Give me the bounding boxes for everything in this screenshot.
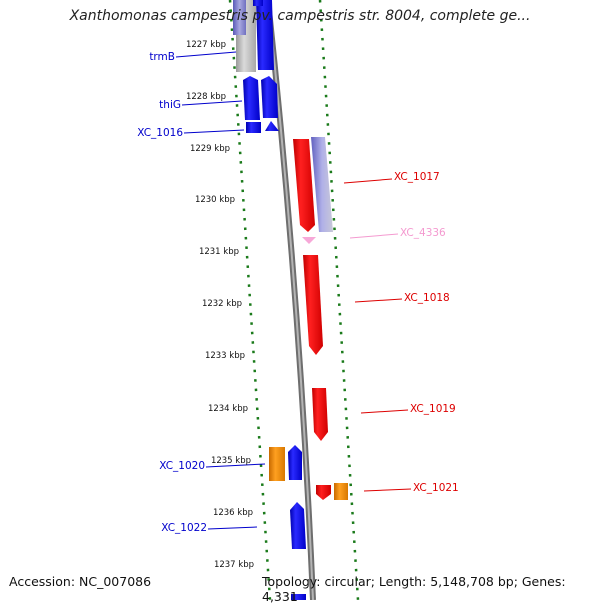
gene-XC_1022[interactable]	[290, 502, 306, 549]
gene-label-thiG[interactable]: thiG	[159, 99, 181, 111]
scale-label-1228: 1228 kbp	[186, 92, 226, 102]
gene-bottom-partial[interactable]	[291, 594, 306, 600]
gene-XC_1020[interactable]	[269, 447, 285, 481]
scale-labels: 1227 kbp 1228 kbp 1229 kbp 1230 kbp 1231…	[186, 40, 254, 570]
label-connectors	[175, 51, 412, 530]
genome-title: Xanthomonas campestris pv. campestris st…	[69, 8, 531, 24]
gene-label-XC_1017[interactable]: XC_1017	[394, 171, 440, 183]
gene-XC_1016-2[interactable]	[265, 121, 279, 131]
gene-XC_4336[interactable]	[302, 237, 316, 244]
gene-XC_1018[interactable]	[303, 255, 323, 355]
scale-label-1236: 1236 kbp	[213, 508, 253, 518]
gene-thiG-2[interactable]	[261, 76, 278, 118]
gene-label-XC_1016[interactable]: XC_1016	[137, 127, 183, 139]
gene-label-trmB[interactable]: trmB	[149, 51, 175, 63]
scale-label-1230: 1230 kbp	[195, 195, 235, 205]
gene-label-XC_1022[interactable]: XC_1022	[161, 522, 207, 534]
scale-label-1229: 1229 kbp	[190, 144, 230, 154]
scale-label-1232: 1232 kbp	[202, 299, 242, 309]
gene-features	[233, 0, 348, 600]
gene-label-XC_1020[interactable]: XC_1020	[159, 460, 205, 472]
accession-text: Accession: NC_007086	[9, 574, 152, 589]
gene-thiG[interactable]	[243, 76, 260, 120]
scale-label-1235: 1235 kbp	[211, 456, 251, 466]
gene-XC_1019[interactable]	[312, 388, 328, 441]
scale-label-1234: 1234 kbp	[208, 404, 248, 414]
gene-XC_1020-2[interactable]	[288, 445, 302, 480]
gene-label-XC_1021[interactable]: XC_1021	[413, 482, 459, 494]
gene-blue-sliver[interactable]	[253, 0, 263, 6]
gene-XC_1021[interactable]	[316, 485, 331, 500]
scale-label-1237: 1237 kbp	[214, 560, 254, 570]
gene-trmB[interactable]	[256, 0, 274, 70]
gene-label-XC_1019[interactable]: XC_1019	[410, 403, 456, 415]
scale-label-1231: 1231 kbp	[199, 247, 239, 257]
outer-track-dotted-line	[318, 0, 360, 600]
scale-label-1227: 1227 kbp	[186, 40, 226, 50]
gene-purple-top[interactable]	[233, 0, 246, 35]
gene-label-XC_1018[interactable]: XC_1018	[404, 292, 450, 304]
gene-label-XC_4336[interactable]: XC_4336	[400, 227, 446, 239]
gene-XC_1017[interactable]	[293, 139, 315, 232]
gene-labels: trmB thiG XC_1016 XC_1017 XC_4336 XC_101…	[137, 51, 458, 534]
gene-purple-xc1017[interactable]	[311, 137, 333, 232]
scale-label-1233: 1233 kbp	[205, 351, 245, 361]
gene-XC_1016[interactable]	[246, 122, 261, 133]
gene-XC_1021-orange[interactable]	[334, 483, 348, 500]
